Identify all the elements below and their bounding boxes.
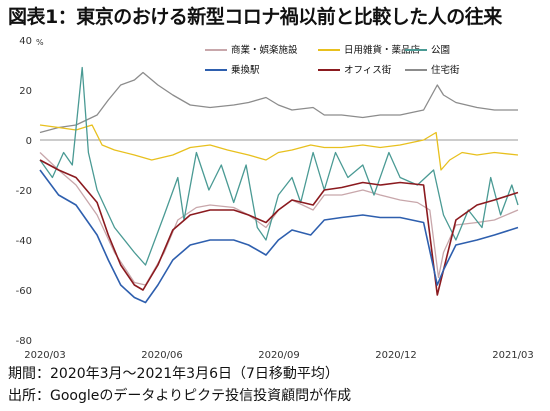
x-tick-label: 2021/03 bbox=[492, 350, 534, 361]
y-unit-label: % bbox=[36, 38, 44, 47]
y-tick-label: 20 bbox=[19, 86, 32, 97]
series-line-6 bbox=[39, 71, 518, 134]
y-tick-label: 0 bbox=[26, 136, 32, 147]
chart-title: 図表1：東京のおける新型コロナ禍以前と比較した人の往来 bbox=[8, 6, 502, 28]
footnote-source: 出所：Googleのデータよりピクテ投信投資顧問が作成 bbox=[8, 388, 352, 404]
y-tick-label: -20 bbox=[16, 186, 32, 197]
y-tick-label: -40 bbox=[16, 236, 32, 247]
series-line-5 bbox=[39, 159, 519, 296]
footnote-period: 期間：2020年3月～2021年3月6日（7日移動平均） bbox=[8, 366, 339, 382]
legend-label: 日用雑貨・薬品店 bbox=[344, 44, 420, 56]
series-line-4 bbox=[39, 169, 519, 304]
y-tick-label: -80 bbox=[16, 336, 32, 347]
x-tick-label: 2020/12 bbox=[375, 350, 417, 361]
y-tick-label: -60 bbox=[16, 286, 32, 297]
x-tick-label: 2020/09 bbox=[258, 350, 300, 361]
legend-label: 商業・娯楽施設 bbox=[231, 44, 298, 56]
legend-label: 公園 bbox=[431, 45, 450, 56]
x-tick-label: 2020/06 bbox=[141, 350, 183, 361]
legend-label: 乗換駅 bbox=[231, 64, 260, 76]
series-line-2 bbox=[39, 124, 519, 171]
legend-label: オフィス街 bbox=[344, 64, 392, 76]
legend-label: 住宅街 bbox=[431, 64, 460, 76]
series-line-3 bbox=[39, 66, 519, 266]
y-tick-label: 40 bbox=[19, 36, 32, 47]
x-tick-label: 2020/03 bbox=[24, 350, 66, 361]
